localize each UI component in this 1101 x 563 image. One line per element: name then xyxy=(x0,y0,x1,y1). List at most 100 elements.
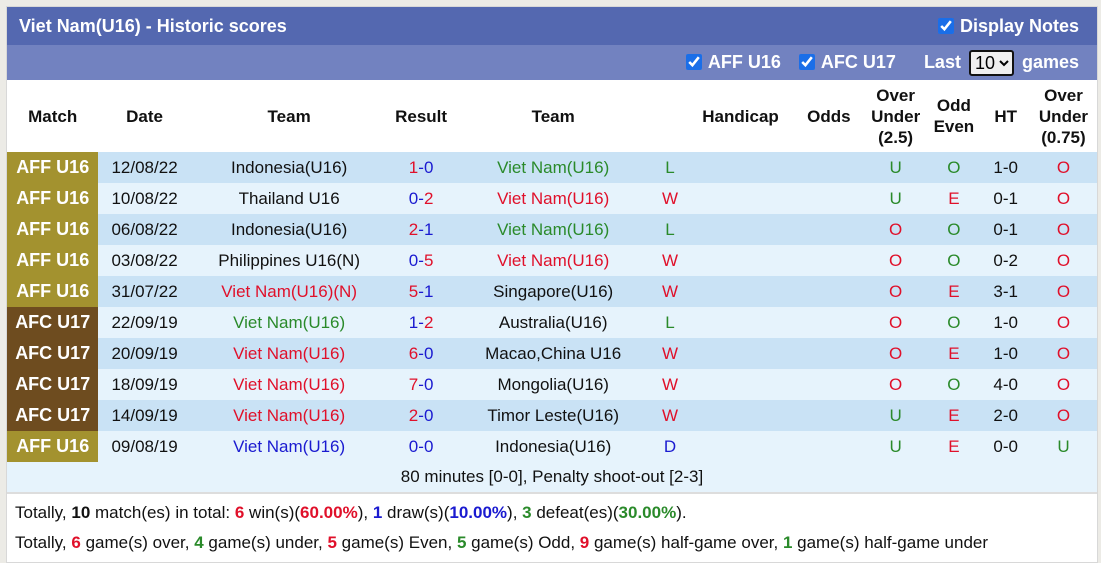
match-result[interactable]: 1-0 xyxy=(387,152,455,183)
away-team[interactable]: Viet Nam(U16) xyxy=(454,245,652,276)
odd-even: E xyxy=(926,338,982,369)
win-loss: D xyxy=(651,431,689,462)
table-row: AFC U17 18/09/19 Viet Nam(U16) 7-0 Mongolia(… xyxy=(7,369,1097,400)
match-result[interactable]: 7-0 xyxy=(387,369,455,400)
last-games-select[interactable]: 10 xyxy=(968,49,1014,76)
aff-u16-checkbox[interactable] xyxy=(685,54,702,70)
away-team[interactable]: Indonesia(U16) xyxy=(454,431,652,462)
afc-u17-checkbox[interactable] xyxy=(798,54,815,70)
over-under-2-5: O xyxy=(864,245,927,276)
match-badge[interactable]: AFC U17 xyxy=(7,400,99,431)
home-team[interactable]: Viet Nam(U16) xyxy=(190,369,388,400)
away-team[interactable]: Mongolia(U16) xyxy=(454,369,652,400)
match-badge[interactable]: AFF U16 xyxy=(7,276,99,307)
match-result[interactable]: 6-0 xyxy=(387,338,455,369)
home-team[interactable]: Viet Nam(U16) xyxy=(190,400,388,431)
handicap xyxy=(688,369,793,400)
win-loss: W xyxy=(651,338,689,369)
match-badge[interactable]: AFC U17 xyxy=(7,307,99,338)
match-date: 22/09/19 xyxy=(98,307,191,338)
match-result[interactable]: 1-2 xyxy=(387,307,455,338)
over-under-2-5: U xyxy=(864,183,927,214)
odd-even: E xyxy=(926,400,982,431)
odds xyxy=(792,214,865,245)
match-date: 12/08/22 xyxy=(98,152,191,183)
table-row: AFF U16 06/08/22 Indonesia(U16) 2-1 Viet Nam… xyxy=(7,214,1097,245)
away-team[interactable]: Viet Nam(U16) xyxy=(454,214,652,245)
away-team[interactable]: Timor Leste(U16) xyxy=(454,400,652,431)
match-result[interactable]: 5-1 xyxy=(387,276,455,307)
odds xyxy=(792,183,865,214)
odd-even: E xyxy=(926,431,982,462)
home-team[interactable]: Indonesia(U16) xyxy=(190,214,388,245)
odds xyxy=(792,400,865,431)
summary-segment: ), xyxy=(357,503,373,522)
match-badge[interactable]: AFC U17 xyxy=(7,369,99,400)
filter-aff-u16[interactable]: AFF U16 xyxy=(685,52,781,73)
note-row: 80 minutes [0-0], Penalty shoot-out [2-3… xyxy=(7,462,1097,492)
table-row: AFF U16 09/08/19 Viet Nam(U16) 0-0 Indonesia… xyxy=(7,431,1097,462)
result-score: 1-0 xyxy=(408,157,434,177)
over-under-0-75: O xyxy=(1029,400,1097,431)
filter-afc-u17[interactable]: AFC U17 xyxy=(798,52,896,73)
odds xyxy=(792,152,865,183)
column-header: Match xyxy=(28,106,78,126)
odd-even: O xyxy=(926,152,982,183)
column-header xyxy=(652,80,689,152)
over-under-0-75: O xyxy=(1029,369,1097,400)
column-header: Date xyxy=(126,106,163,126)
away-team[interactable]: Viet Nam(U16) xyxy=(454,152,652,183)
win-loss: L xyxy=(651,307,689,338)
match-result[interactable]: 0-5 xyxy=(387,245,455,276)
display-notes-checkbox[interactable] xyxy=(937,17,954,34)
match-badge[interactable]: AFC U17 xyxy=(7,338,99,369)
match-badge[interactable]: AFF U16 xyxy=(7,152,99,183)
away-team[interactable]: Viet Nam(U16) xyxy=(454,183,652,214)
summary-segment: 6 xyxy=(234,503,245,522)
match-result[interactable]: 0-2 xyxy=(387,183,455,214)
summary-segment: defeat(es)( xyxy=(531,503,619,522)
handicap xyxy=(688,152,793,183)
display-notes-toggle[interactable]: Display Notes xyxy=(937,16,1079,37)
match-badge[interactable]: AFF U16 xyxy=(7,431,99,462)
match-result[interactable]: 0-0 xyxy=(387,431,455,462)
away-team[interactable]: Singapore(U16) xyxy=(454,276,652,307)
match-note: 80 minutes [0-0], Penalty shoot-out [2-3… xyxy=(7,462,1097,492)
win-loss: W xyxy=(651,276,689,307)
over-under-0-75: O xyxy=(1029,245,1097,276)
over-under-2-5: O xyxy=(864,214,927,245)
match-result[interactable]: 2-0 xyxy=(387,400,455,431)
home-team[interactable]: Viet Nam(U16) xyxy=(190,431,388,462)
half-time: 1-0 xyxy=(981,152,1030,183)
match-badge[interactable]: AFF U16 xyxy=(7,214,99,245)
column-header: Result xyxy=(395,106,448,126)
match-result[interactable]: 2-1 xyxy=(387,214,455,245)
summary-segment: 9 xyxy=(579,533,590,552)
match-badge[interactable]: AFF U16 xyxy=(7,183,99,214)
match-badge[interactable]: AFF U16 xyxy=(7,245,99,276)
win-loss: W xyxy=(651,400,689,431)
handicap xyxy=(688,307,793,338)
home-team[interactable]: Philippines U16(N) xyxy=(190,245,388,276)
scores-table: Match Date Team Result Team Handicap Odds Over … xyxy=(7,80,1097,492)
over-under-2-5: U xyxy=(864,152,927,183)
summary-segment: Totally, xyxy=(15,503,72,522)
home-team[interactable]: Indonesia(U16) xyxy=(190,152,388,183)
result-score: 7-0 xyxy=(408,374,434,394)
home-team[interactable]: Viet Nam(U16)(N) xyxy=(190,276,388,307)
match-date: 18/09/19 xyxy=(98,369,191,400)
filter-label: AFF U16 xyxy=(707,52,781,72)
away-team[interactable]: Macao,China U16 xyxy=(454,338,652,369)
away-team[interactable]: Australia(U16) xyxy=(454,307,652,338)
summary-segment: 6 xyxy=(71,533,81,552)
odd-even: O xyxy=(926,369,982,400)
table-row: AFF U16 03/08/22 Philippines U16(N) 0-5 Viet… xyxy=(7,245,1097,276)
summary-segment: 10 xyxy=(71,503,91,522)
table-row: AFF U16 31/07/22 Viet Nam(U16)(N) 5-1 Singap… xyxy=(7,276,1097,307)
summary: Totally, 10 match(es) in total: 6 win(s)… xyxy=(7,492,1097,562)
home-team[interactable]: Viet Nam(U16) xyxy=(190,338,388,369)
handicap xyxy=(688,338,793,369)
home-team[interactable]: Viet Nam(U16) xyxy=(190,307,388,338)
home-team[interactable]: Thailand U16 xyxy=(190,183,388,214)
handicap xyxy=(688,214,793,245)
